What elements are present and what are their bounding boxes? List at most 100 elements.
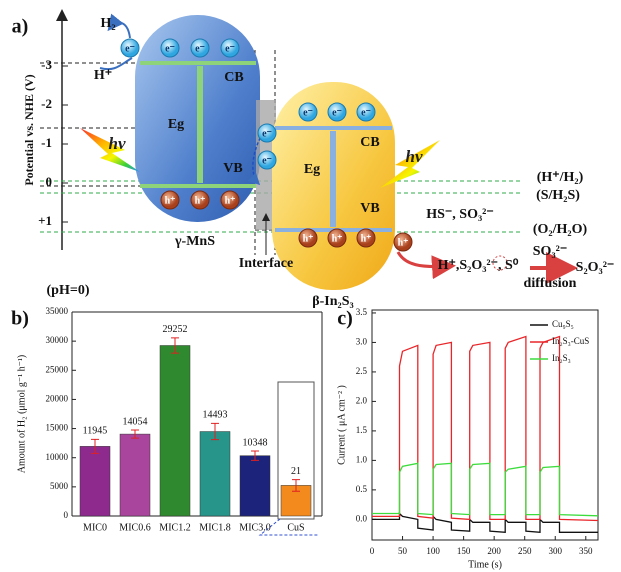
hole-label: h⁺ <box>225 195 236 206</box>
y-tick-label: 0.5 <box>356 484 368 494</box>
label: Interface <box>239 256 293 271</box>
x-tick-label: 200 <box>487 546 501 556</box>
bar <box>160 346 190 516</box>
tick-label: 0 <box>46 174 53 189</box>
label: VB <box>223 161 242 176</box>
scheme: Potential vs. NHE (V) -3 -2 -1 0 +1 e⁻ e⁻ h⁺ e⁻ h⁺… <box>22 12 615 309</box>
tick-label: 20000 <box>46 393 69 403</box>
value-label: 21 <box>291 466 301 477</box>
x-tick-label: 100 <box>426 546 440 556</box>
label: VB <box>360 201 379 216</box>
y-tick-label: 2.5 <box>356 366 368 376</box>
axis-label: Time (s) <box>468 559 502 570</box>
legend-label: In₂S₃ <box>552 353 571 363</box>
axis-label: Amount of H₂ (μmol g⁻¹ h⁻¹) <box>16 355 27 473</box>
label: Eg <box>168 117 184 132</box>
x-tick-label: 350 <box>579 546 593 556</box>
legend-label: Cu₉S₅ <box>552 319 574 329</box>
x-tick-label: MIC0.6 <box>119 522 150 533</box>
tick-label: 35000 <box>46 306 69 316</box>
hole-label: h⁺ <box>303 233 314 244</box>
tick-label: +1 <box>38 213 52 228</box>
label: (H⁺/H₂) <box>537 170 584 185</box>
electron-label: e⁻ <box>332 107 342 118</box>
x-tick-label: 0 <box>370 546 375 556</box>
hole-label: h⁺ <box>398 237 409 248</box>
label: S₂O₃²⁻ <box>576 260 615 275</box>
electron-label: e⁻ <box>225 43 235 54</box>
x-tick-label: MIC1.2 <box>159 522 190 533</box>
electron-label: e⁻ <box>195 43 205 54</box>
figure: Potential vs. NHE (V) -3 -2 -1 0 +1 e⁻ e⁻ h⁺ e⁻ h⁺… <box>0 0 621 572</box>
label: hν <box>406 147 423 166</box>
electron-label: e⁻ <box>361 107 371 118</box>
electron-label: e⁻ <box>262 128 272 139</box>
label: CB <box>224 70 243 85</box>
panel-label: b) <box>11 308 29 330</box>
tick-label: -3 <box>41 57 52 72</box>
tick-label: 25000 <box>46 364 69 374</box>
x-tick-label: CuS <box>287 522 304 533</box>
label: (S/H₂S) <box>536 188 580 203</box>
tick-label: 0 <box>64 510 69 520</box>
label: H⁺ <box>94 68 112 83</box>
axis-label: Current ( μA cm⁻² ) <box>336 385 347 465</box>
x-tick-label: MIC3.0 <box>239 522 270 533</box>
value-label: 10348 <box>243 437 268 448</box>
hole-label: h⁺ <box>361 233 372 244</box>
x-tick-label: MIC1.8 <box>199 522 230 533</box>
value-label: 11945 <box>83 426 108 437</box>
label: (O₂/H₂O) <box>533 222 588 237</box>
label: Eg <box>304 162 320 177</box>
electron-label: e⁻ <box>165 43 175 54</box>
label: H₂ <box>100 16 115 31</box>
bar <box>240 456 270 516</box>
value-label: 14493 <box>203 410 228 421</box>
x-tick-label: MIC0 <box>83 522 107 533</box>
label: (pH=0) <box>47 283 90 298</box>
legend-label: In₂S₃-CuS <box>552 336 589 346</box>
label: HS⁻, SO₃²⁻ <box>426 207 494 222</box>
label: hν <box>109 134 126 153</box>
electron-label: e⁻ <box>262 155 272 166</box>
bar <box>80 446 110 516</box>
label: diffusion <box>524 276 577 291</box>
y-tick-label: 1.5 <box>356 425 368 435</box>
hole-label: h⁺ <box>195 195 206 206</box>
electron-label: e⁻ <box>125 43 135 54</box>
tick-label: -2 <box>41 96 52 111</box>
line <box>372 337 598 521</box>
hole-label: h⁺ <box>165 195 176 206</box>
x-tick-label: 50 <box>398 546 408 556</box>
label: H⁺,S₂O₃²⁻, S⁰ <box>438 258 519 273</box>
tick-label: 30000 <box>46 335 69 345</box>
y-tick-label: 2.0 <box>356 395 368 405</box>
bar <box>200 432 230 516</box>
y-tick-label: 1.0 <box>356 454 368 464</box>
tick-label: 15000 <box>46 423 69 433</box>
y-tick-label: 3.5 <box>356 307 368 317</box>
x-tick-label: 250 <box>518 546 532 556</box>
tick-label: 5000 <box>50 481 69 491</box>
panel-b: Amount of H₂ (μmol g⁻¹ h⁻¹) 0 5000 10000 150… <box>16 306 322 535</box>
line <box>372 463 598 516</box>
axis-label: Potential vs. NHE (V) <box>22 74 36 185</box>
tick-label: 10000 <box>46 452 69 462</box>
electron-label: e⁻ <box>303 107 313 118</box>
panel-c: 0 50 100 150 200 250 300 350 0.0 0.5 1.0 1.5 2.0 2.5 3… <box>336 307 598 570</box>
label: γ-MnS <box>174 234 215 249</box>
value-label: 14054 <box>123 416 148 427</box>
hole-label: h⁺ <box>332 233 343 244</box>
tick-label: -1 <box>41 135 52 150</box>
bar <box>120 434 150 516</box>
panel-label: c) <box>337 308 353 330</box>
x-tick-label: 150 <box>457 546 471 556</box>
label: SO₃²⁻ <box>533 244 567 259</box>
y-tick-label: 0.0 <box>356 513 368 523</box>
label: CB <box>360 135 379 150</box>
panel-label: a) <box>12 16 29 38</box>
x-tick-label: 300 <box>548 546 562 556</box>
y-tick-label: 3.0 <box>356 336 368 346</box>
value-label: 29252 <box>163 324 188 335</box>
line <box>372 514 598 533</box>
